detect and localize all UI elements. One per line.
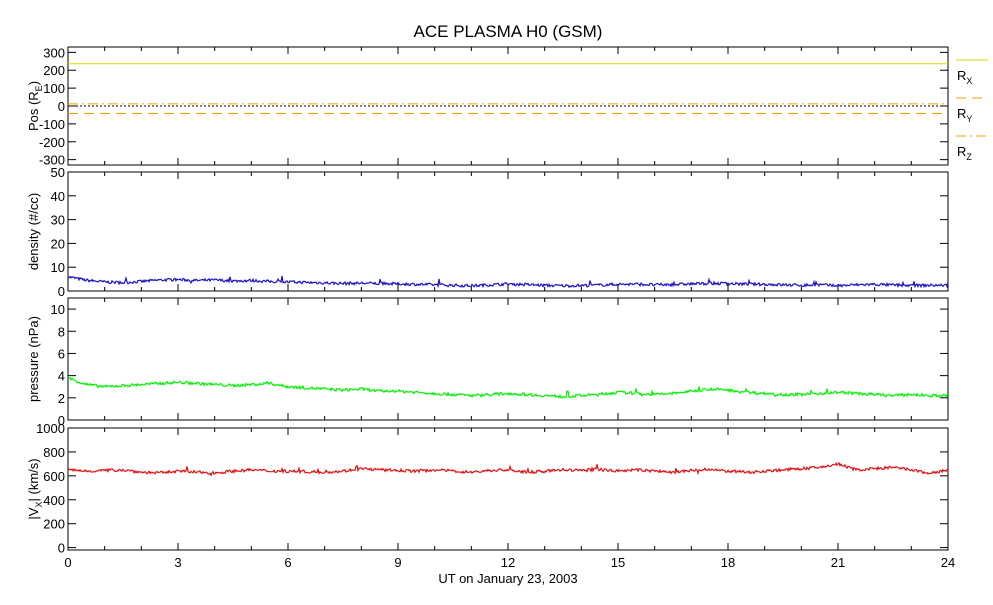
y-axis-label: pressure (nPa) <box>26 316 41 402</box>
panel-density: 0 10 20 30 40 50 density (#/cc) <box>26 165 949 299</box>
y-tick-label: 400 <box>43 493 65 508</box>
y-axis-label: |VX| (km/s) <box>26 458 44 519</box>
y-tick-label: 1000 <box>36 421 65 436</box>
y-tick-label: 800 <box>43 445 65 460</box>
x-tick-label: 3 <box>174 555 181 570</box>
x-tick-label: 24 <box>941 555 955 570</box>
y-axis-label: Pos (RE) <box>26 81 44 131</box>
legend-label: RX <box>957 68 972 86</box>
y-tick-label: 10 <box>51 260 65 275</box>
y-tick-label: 0 <box>58 541 65 556</box>
y-tick-label: 30 <box>51 213 65 228</box>
y-tick-label: 4 <box>58 369 65 384</box>
panel-pos: -300 -200 -100 0 100 200 300 Pos (RE) RX RY RZ <box>26 45 988 168</box>
legend: RX RY RZ <box>956 59 988 162</box>
series-line-pressure <box>67 375 949 399</box>
y-tick-label: 2 <box>58 391 65 406</box>
panel-pressure: 0 2 4 6 8 10 pressure (nPa) <box>26 297 949 428</box>
legend-label: RZ <box>957 144 972 162</box>
series-line-vx <box>67 462 949 477</box>
panel-vx: 0 200 400 600 800 1000 |VX| (km/s) 0 3 6 9 12 15 18 21… <box>26 421 955 570</box>
panel-frame <box>67 297 949 421</box>
y-tick-label: 20 <box>51 236 65 251</box>
y-tick-label: 10 <box>51 302 65 317</box>
x-axis-label: UT on January 23, 2003 <box>438 571 577 586</box>
y-tick-label: 0 <box>58 413 65 428</box>
y-tick-label: 200 <box>43 63 65 78</box>
y-tick-label: 0 <box>58 284 65 299</box>
panel-frame <box>67 427 949 551</box>
y-axis-label: density (#/cc) <box>26 193 41 270</box>
y-tick-label: -300 <box>39 153 65 168</box>
x-tick-label: 6 <box>284 555 291 570</box>
chart-title: ACE PLASMA H0 (GSM) <box>414 22 603 41</box>
y-tick-label: 600 <box>43 469 65 484</box>
y-tick-label: 100 <box>43 81 65 96</box>
x-tick-label: 15 <box>611 555 625 570</box>
y-tick-label: -100 <box>39 117 65 132</box>
x-tick-label: 18 <box>721 555 735 570</box>
y-tick-label: 0 <box>58 99 65 114</box>
y-tick-label: 300 <box>43 45 65 60</box>
y-tick-label: 50 <box>51 165 65 180</box>
x-tick-label: 21 <box>831 555 845 570</box>
y-tick-label: -200 <box>39 135 65 150</box>
y-tick-label: 8 <box>58 324 65 339</box>
x-tick-label: 0 <box>64 555 71 570</box>
x-tick-label: 12 <box>501 555 515 570</box>
y-tick-label: 200 <box>43 517 65 532</box>
y-tick-label: 40 <box>51 189 65 204</box>
legend-label: RY <box>957 106 972 124</box>
x-tick-label: 9 <box>394 555 401 570</box>
series-line-density <box>67 275 949 289</box>
y-tick-label: 6 <box>58 346 65 361</box>
panel-frame <box>67 171 949 292</box>
